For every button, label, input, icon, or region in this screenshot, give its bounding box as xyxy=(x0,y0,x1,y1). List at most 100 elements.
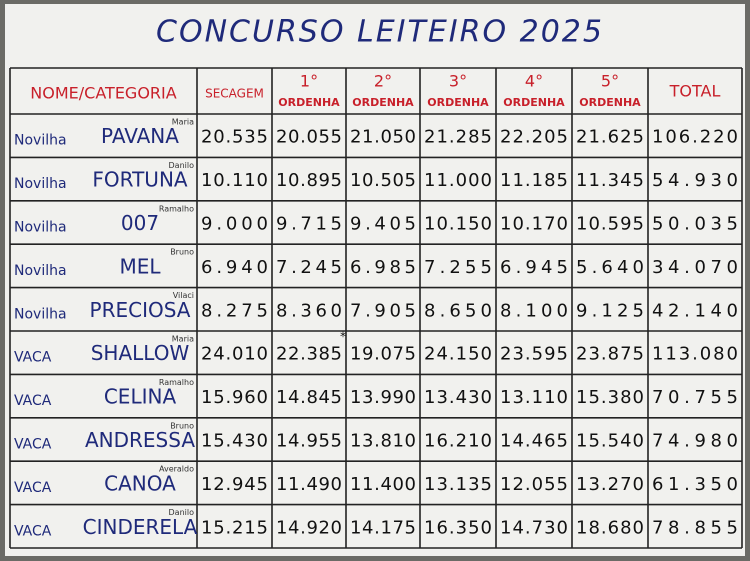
cell-value: 23.595 xyxy=(500,344,568,365)
note: * xyxy=(340,330,346,344)
cell-value: 11.000 xyxy=(424,170,492,191)
cell-value: 113.080 xyxy=(652,344,738,365)
cell-value: 11.345 xyxy=(576,170,644,191)
cell-value: 9.405 xyxy=(350,214,416,235)
title: CONCURSO LEITEIRO 2025 xyxy=(156,15,604,50)
header-number: 2° xyxy=(374,72,392,91)
cell-value: 14.920 xyxy=(276,517,342,538)
owner: Vilaci xyxy=(173,291,194,300)
cell-value: 34.070 xyxy=(652,257,738,278)
cell-value: 8.275 xyxy=(201,300,268,321)
owner: Bruno xyxy=(170,421,194,430)
category: Novilha xyxy=(14,133,67,149)
cell-value: 106.220 xyxy=(652,127,738,148)
animal-name: MEL xyxy=(119,254,161,278)
owner: Bruno xyxy=(170,248,194,257)
category: VACA xyxy=(14,480,52,496)
cell-value: 14.845 xyxy=(276,387,342,408)
header-secagem: SECAGEM xyxy=(205,87,264,101)
owner: Danilo xyxy=(169,161,195,170)
cell-value: 8.650 xyxy=(424,300,492,321)
owner: Danilo xyxy=(169,508,195,517)
cell-value: 54.930 xyxy=(652,170,738,191)
cell-value: 8.100 xyxy=(500,300,568,321)
category: VACA xyxy=(14,393,52,409)
cell-value: 12.945 xyxy=(201,474,268,495)
header-label: ORDENHA xyxy=(427,96,489,109)
animal-name: FORTUNA xyxy=(92,168,188,192)
cell-value: 21.285 xyxy=(424,127,492,148)
owner: Maria xyxy=(172,118,194,127)
animal-name: PRECIOSA xyxy=(90,298,191,322)
animal-name: 007 xyxy=(121,211,159,235)
header-number: 3° xyxy=(449,72,467,91)
header-label: ORDENHA xyxy=(503,96,565,109)
cell-value: 74.980 xyxy=(652,431,738,452)
cell-value: 16.350 xyxy=(424,517,492,538)
animal-name: CINDERELA xyxy=(83,515,198,539)
cell-value: 23.875 xyxy=(576,344,644,365)
cell-value: 50.035 xyxy=(652,214,738,235)
owner: Ramalho xyxy=(159,204,194,213)
cell-value: 9.000 xyxy=(201,214,268,235)
cell-value: 14.955 xyxy=(276,431,342,452)
category: VACA xyxy=(14,437,52,453)
cell-value: 5.640 xyxy=(576,257,644,278)
header-label: ORDENHA xyxy=(352,96,414,109)
cell-value: 15.430 xyxy=(201,431,268,452)
cell-value: 7.255 xyxy=(424,257,492,278)
animal-name: CANOA xyxy=(104,471,176,495)
cell-value: 21.625 xyxy=(576,127,644,148)
cell-value: 11.400 xyxy=(350,474,416,495)
cell-value: 11.185 xyxy=(500,170,568,191)
cell-value: 12.055 xyxy=(500,474,568,495)
owner: Maria xyxy=(172,335,194,344)
cell-value: 61.350 xyxy=(652,474,738,495)
cell-value: 22.205 xyxy=(500,127,568,148)
cell-value: 14.175 xyxy=(350,517,416,538)
cell-value: 13.430 xyxy=(424,387,492,408)
header-name: NOME/CATEGORIA xyxy=(30,84,176,103)
cell-value: 70.755 xyxy=(652,387,738,408)
header-total: TOTAL xyxy=(669,82,721,101)
category: VACA xyxy=(14,350,52,366)
cell-value: 24.150 xyxy=(424,344,492,365)
cell-value: 10.150 xyxy=(424,214,492,235)
cell-value: 21.050 xyxy=(350,127,416,148)
cell-value: 24.010 xyxy=(201,344,268,365)
owner: Averaldo xyxy=(159,465,194,474)
cell-value: 18.680 xyxy=(576,517,644,538)
category: Novilha xyxy=(14,176,67,192)
header-number: 4° xyxy=(525,72,543,91)
cell-value: 9.715 xyxy=(276,214,342,235)
cell-value: 15.540 xyxy=(576,431,644,452)
cell-value: 14.730 xyxy=(500,517,568,538)
cell-value: 42.140 xyxy=(652,300,738,321)
cell-value: 6.945 xyxy=(500,257,568,278)
header-number: 5° xyxy=(601,72,619,91)
cell-value: 13.135 xyxy=(424,474,492,495)
cell-value: 78.855 xyxy=(652,517,738,538)
cell-value: 16.210 xyxy=(424,431,492,452)
cell-value: 7.905 xyxy=(350,300,416,321)
cell-value: 13.110 xyxy=(500,387,568,408)
cell-value: 20.055 xyxy=(276,127,342,148)
cell-value: 20.535 xyxy=(201,127,268,148)
cell-value: 7.245 xyxy=(276,257,342,278)
cell-value: 10.505 xyxy=(350,170,416,191)
animal-name: ANDRESSA xyxy=(85,428,195,452)
cell-value: 13.990 xyxy=(350,387,416,408)
animal-name: PAVANA xyxy=(101,124,179,148)
animal-name: CELINA xyxy=(104,385,177,409)
header-label: ORDENHA xyxy=(579,96,641,109)
cell-value: 11.490 xyxy=(276,474,342,495)
header-label: ORDENHA xyxy=(278,96,340,109)
cell-value: 14.465 xyxy=(500,431,568,452)
cell-value: 6.940 xyxy=(201,257,268,278)
cell-value: 15.380 xyxy=(576,387,644,408)
cell-value: 8.360 xyxy=(276,300,342,321)
board-surface xyxy=(5,4,745,556)
cell-value: 10.595 xyxy=(576,214,644,235)
